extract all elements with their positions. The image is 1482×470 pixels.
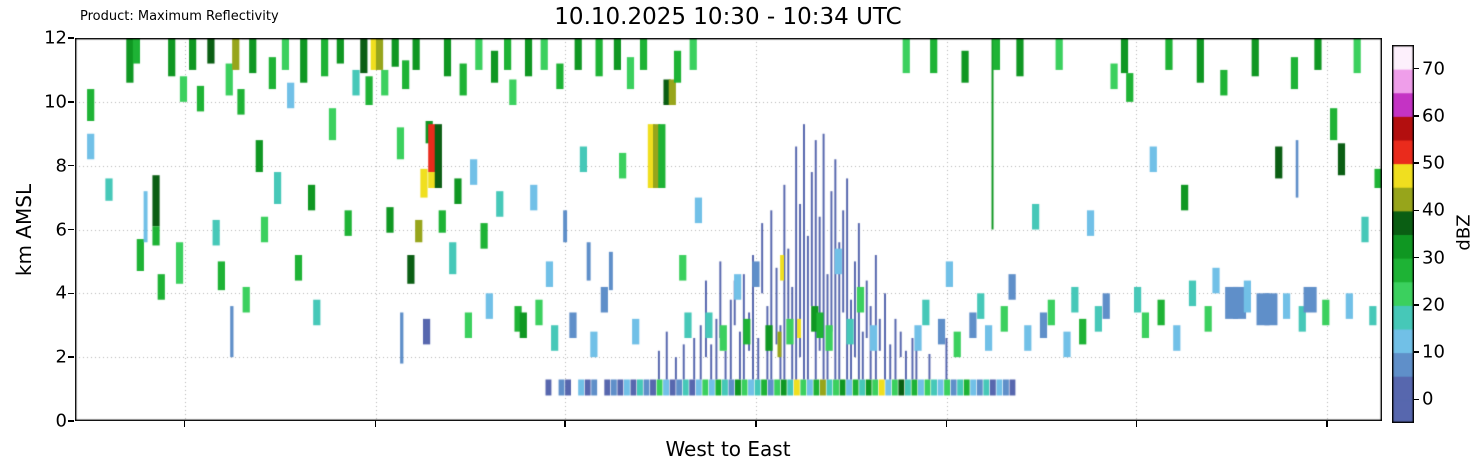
y-tick-mark [68, 101, 74, 103]
colorbar-tick-label: 50 [1422, 152, 1445, 174]
y-tick-label: 12 [44, 27, 67, 49]
colorbar-tick-label: 30 [1422, 247, 1445, 269]
colorbar-tick-mark [1414, 209, 1419, 212]
product-label: Product: Maximum Reflectivity [80, 9, 279, 24]
x-tick-mark [1326, 421, 1328, 427]
y-tick-mark [68, 37, 74, 39]
colorbar-tick-label: 70 [1422, 58, 1445, 80]
y-tick-mark [68, 420, 74, 422]
y-tick-mark [68, 164, 74, 167]
y-tick-mark [68, 228, 74, 231]
colorbar-tick-label: 40 [1422, 199, 1445, 221]
x-axis-label: West to East [665, 437, 791, 461]
x-tick-mark [374, 421, 377, 427]
y-tick-mark [68, 356, 74, 358]
colorbar-tick-mark [1414, 256, 1419, 259]
colorbar-tick-mark [1414, 67, 1419, 70]
x-tick-mark [184, 421, 186, 427]
y-tick-label: 0 [55, 410, 67, 432]
colorbar-tick-label: 10 [1422, 341, 1445, 363]
colorbar-tick-mark [1414, 304, 1419, 306]
colorbar-tick-mark [1414, 115, 1419, 117]
x-tick-mark [1135, 421, 1137, 427]
colorbar-canvas [1392, 45, 1414, 423]
x-tick-mark [564, 421, 566, 427]
y-tick-label: 10 [44, 91, 67, 113]
colorbar-tick-label: 20 [1422, 294, 1445, 316]
y-tick-mark [68, 292, 74, 295]
chart-title: 10.10.2025 10:30 - 10:34 UTC [554, 4, 902, 30]
y-tick-label: 4 [55, 282, 67, 304]
x-tick-mark [946, 421, 948, 427]
colorbar-tick-mark [1414, 398, 1419, 401]
y-tick-label: 2 [55, 346, 67, 368]
y-tick-label: 8 [55, 155, 67, 177]
colorbar-tick-label: 60 [1422, 105, 1445, 127]
colorbar-tick-mark [1414, 351, 1419, 353]
colorbar-tick-mark [1414, 162, 1419, 164]
reflectivity-plot-canvas [75, 38, 1382, 421]
colorbar-tick-label: 0 [1422, 388, 1434, 410]
y-tick-label: 6 [55, 219, 67, 240]
x-tick-mark [755, 421, 757, 427]
colorbar-label: dBZ [1453, 214, 1475, 251]
